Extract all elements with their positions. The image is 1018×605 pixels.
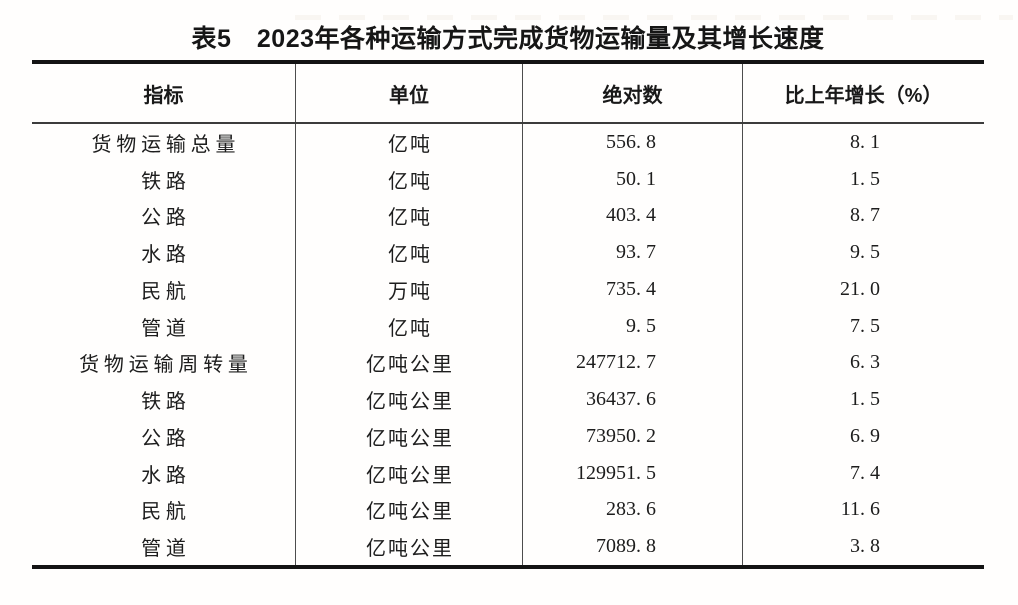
table-row: 民航 万吨 735. 4 21. 0 xyxy=(32,271,984,308)
cell-indicator: 民航 xyxy=(32,491,296,529)
cell-absolute-value: 556. 8 xyxy=(523,124,743,161)
cell-growth-value: 3. 8 xyxy=(850,535,880,558)
table-row: 货物运输总量 亿吨 556. 8 8. 1 xyxy=(32,124,984,161)
table-row: 货物运输周转量 亿吨公里 247712. 7 6. 3 xyxy=(32,344,984,382)
cell-absolute-value: 283. 6 xyxy=(523,491,743,529)
cell-indicator: 民航 xyxy=(32,271,296,308)
cropped-text-remnant xyxy=(295,15,1013,20)
cell-unit: 亿吨 xyxy=(296,234,523,271)
cell-unit: 亿吨公里 xyxy=(296,454,523,492)
cell-unit: 亿吨 xyxy=(296,197,523,235)
table-row: 公路 亿吨公里 73950. 2 6. 9 xyxy=(32,418,984,455)
table-body: 货物运输总量 亿吨 556. 8 8. 1 铁路 亿吨 50. 1 1. 5 公… xyxy=(32,124,984,565)
cell-unit: 亿吨公里 xyxy=(296,528,523,565)
cell-absolute-value: 403. 4 xyxy=(523,197,743,235)
cell-indicator: 公路 xyxy=(32,418,296,455)
cell-indicator: 管道 xyxy=(32,528,296,565)
cell-absolute-value: 9. 5 xyxy=(523,307,743,345)
cell-growth-value: 1. 5 xyxy=(850,167,880,190)
cell-growth-value: 7. 5 xyxy=(850,314,880,337)
table-row: 水路 亿吨公里 129951. 5 7. 4 xyxy=(32,454,984,492)
cell-unit: 亿吨 xyxy=(296,307,523,345)
cell-growth-value: 8. 7 xyxy=(850,204,880,227)
cell-indicator: 铁路 xyxy=(32,160,296,198)
col-header-indicator: 指标 xyxy=(32,64,296,122)
table-row: 管道 亿吨公里 7089. 8 3. 8 xyxy=(32,528,984,565)
cell-indicator: 公路 xyxy=(32,197,296,235)
freight-volume-table: 指标 单位 绝对数 比上年增长（%） 货物运输总量 亿吨 556. 8 8. 1… xyxy=(32,60,984,569)
cell-indicator: 水路 xyxy=(32,234,296,271)
cell-growth-value: 11. 6 xyxy=(840,498,880,521)
cell-unit: 亿吨 xyxy=(296,160,523,198)
cell-indicator: 货物运输总量 xyxy=(32,124,296,161)
table-row: 管道 亿吨 9. 5 7. 5 xyxy=(32,307,984,345)
col-header-unit: 单位 xyxy=(296,64,523,122)
cell-growth-value: 6. 3 xyxy=(850,351,880,374)
col-header-growth: 比上年增长（%） xyxy=(784,84,943,107)
table-row: 铁路 亿吨公里 36437. 6 1. 5 xyxy=(32,381,984,418)
table-row: 民航 亿吨公里 283. 6 11. 6 xyxy=(32,491,984,529)
table-row: 水路 亿吨 93. 7 9. 5 xyxy=(32,234,984,271)
cell-unit: 亿吨 xyxy=(296,124,523,161)
cell-growth-value: 7. 4 xyxy=(850,461,880,484)
cell-unit: 万吨 xyxy=(296,271,523,308)
cell-absolute-value: 735. 4 xyxy=(523,271,743,308)
cell-growth-value: 8. 1 xyxy=(850,130,880,153)
table-row: 铁路 亿吨 50. 1 1. 5 xyxy=(32,160,984,198)
cell-absolute-value: 50. 1 xyxy=(523,160,743,198)
cell-unit: 亿吨公里 xyxy=(296,418,523,455)
cell-indicator: 铁路 xyxy=(32,381,296,418)
cell-growth-value: 1. 5 xyxy=(850,388,880,411)
cell-indicator: 管道 xyxy=(32,307,296,345)
cell-growth-value: 21. 0 xyxy=(840,277,880,300)
cell-absolute-value: 93. 7 xyxy=(523,234,743,271)
cell-absolute-value: 247712. 7 xyxy=(523,344,743,382)
cell-growth-value: 6. 9 xyxy=(850,424,880,447)
cell-absolute-value: 7089. 8 xyxy=(523,528,743,565)
col-header-absolute: 绝对数 xyxy=(523,64,743,122)
cell-indicator: 水路 xyxy=(32,454,296,492)
table-header-row: 指标 单位 绝对数 比上年增长（%） xyxy=(32,64,984,124)
table-row: 公路 亿吨 403. 4 8. 7 xyxy=(32,197,984,235)
cell-absolute-value: 36437. 6 xyxy=(523,381,743,418)
cell-unit: 亿吨公里 xyxy=(296,381,523,418)
cell-absolute-value: 129951. 5 xyxy=(523,454,743,492)
cell-unit: 亿吨公里 xyxy=(296,344,523,382)
cell-growth-value: 9. 5 xyxy=(850,241,880,264)
cell-indicator: 货物运输周转量 xyxy=(32,344,296,382)
cell-absolute-value: 73950. 2 xyxy=(523,418,743,455)
cell-unit: 亿吨公里 xyxy=(296,491,523,529)
table-title: 表5 2023年各种运输方式完成货物运输量及其增长速度 xyxy=(191,25,825,53)
